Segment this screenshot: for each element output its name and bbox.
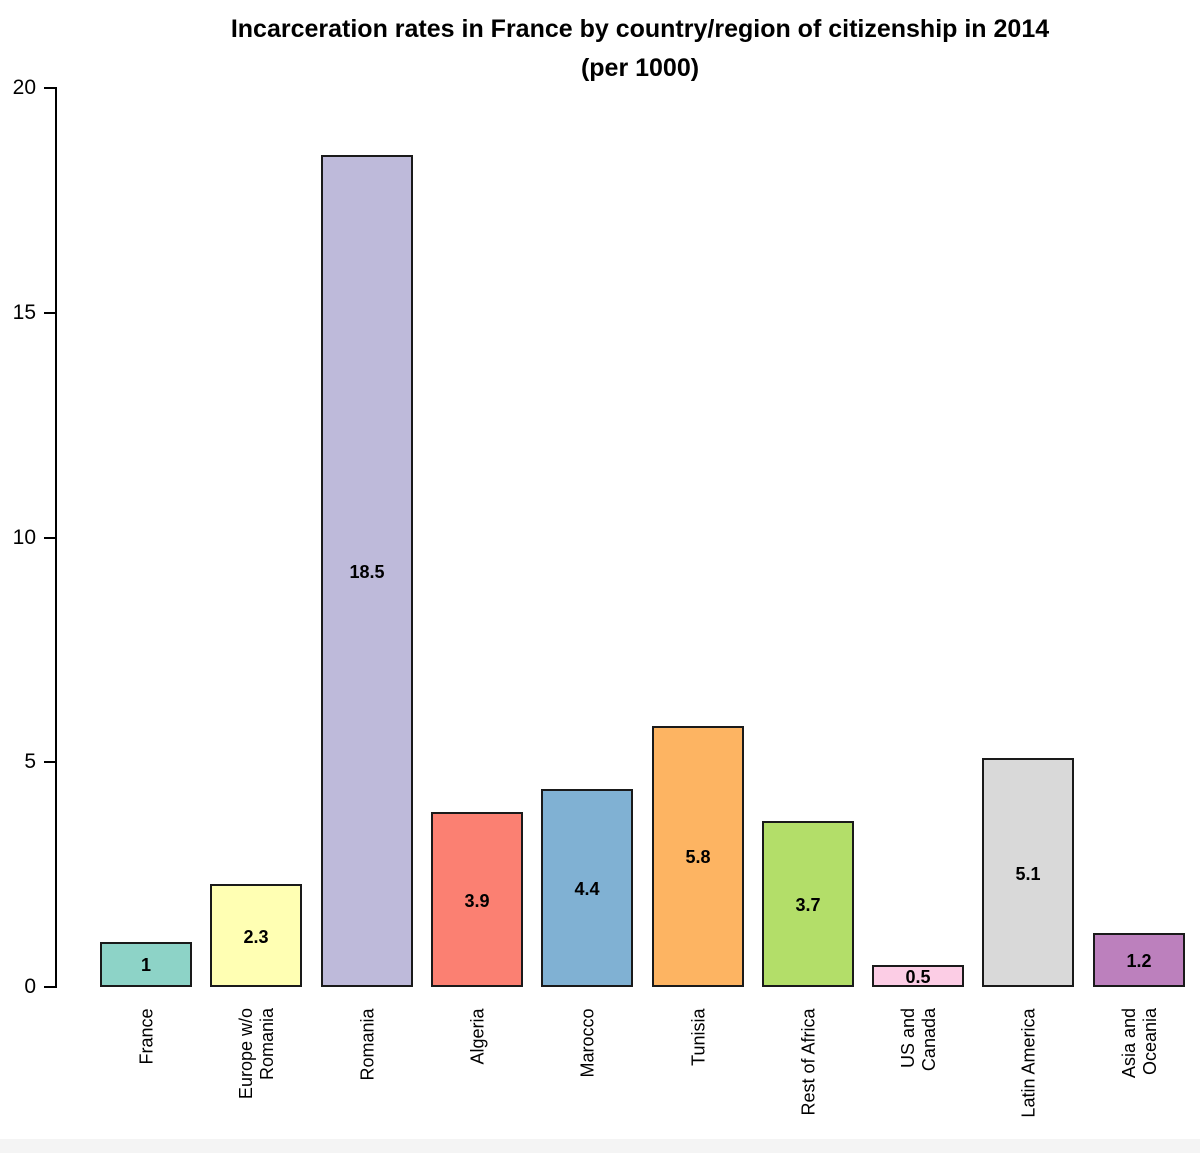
x-tick-label: Romania bbox=[357, 1008, 378, 1081]
bar-value-label: 2.3 bbox=[243, 926, 269, 947]
x-tick-label: Asia and Oceania bbox=[1119, 1008, 1160, 1079]
y-axis-line bbox=[55, 87, 57, 988]
bar: 1 bbox=[100, 942, 192, 987]
bar: 4.4 bbox=[541, 789, 633, 987]
bar-value-label: 0.5 bbox=[905, 967, 931, 988]
footer-strip bbox=[0, 1139, 1200, 1153]
x-tick-label: Tunisia bbox=[688, 1008, 709, 1066]
bar: 3.9 bbox=[431, 812, 523, 987]
x-tick-label: Rest of Africa bbox=[798, 1008, 819, 1116]
y-tick-label: 15 bbox=[12, 300, 36, 324]
y-tick-mark bbox=[44, 87, 56, 89]
y-tick-label: 10 bbox=[12, 525, 36, 549]
bar-value-label: 1 bbox=[140, 955, 151, 976]
bar: 1.2 bbox=[1093, 933, 1185, 987]
bar: 5.8 bbox=[652, 726, 744, 987]
x-tick-label: Latin America bbox=[1018, 1008, 1039, 1118]
bar-value-label: 5.1 bbox=[1015, 863, 1041, 884]
chart-title-line2: (per 1000) bbox=[580, 54, 700, 82]
bar: 0.5 bbox=[872, 965, 964, 987]
x-tick-label: France bbox=[136, 1008, 157, 1065]
y-tick-mark bbox=[44, 761, 56, 764]
bar: 18.5 bbox=[321, 155, 413, 987]
bar: 5.1 bbox=[982, 758, 1074, 987]
x-tick-label: US and Canada bbox=[898, 1008, 939, 1072]
bar-value-label: 1.2 bbox=[1126, 950, 1152, 971]
y-tick-label: 0 bbox=[24, 975, 36, 998]
y-tick-mark bbox=[44, 986, 56, 988]
bar: 3.7 bbox=[762, 821, 854, 987]
bar-value-label: 4.4 bbox=[574, 878, 600, 899]
x-tick-label: Marocco bbox=[577, 1008, 598, 1078]
y-tick-label: 20 bbox=[12, 76, 36, 99]
bar: 2.3 bbox=[210, 884, 302, 987]
bar-value-label: 5.8 bbox=[685, 847, 711, 868]
chart-title: Incarceration rates in France by country… bbox=[90, 10, 1190, 88]
bar-value-label: 18.5 bbox=[349, 561, 385, 582]
y-tick-label: 5 bbox=[24, 750, 36, 774]
x-tick-label: Algeria bbox=[467, 1008, 488, 1065]
bar-value-label: 3.9 bbox=[464, 890, 490, 911]
x-tick-label: Europe w/o Romania bbox=[236, 1008, 277, 1100]
y-tick-mark bbox=[44, 311, 56, 314]
y-tick-mark bbox=[44, 536, 56, 539]
bar-value-label: 3.7 bbox=[795, 895, 821, 916]
chart-title-line1: Incarceration rates in France by country… bbox=[230, 15, 1050, 43]
